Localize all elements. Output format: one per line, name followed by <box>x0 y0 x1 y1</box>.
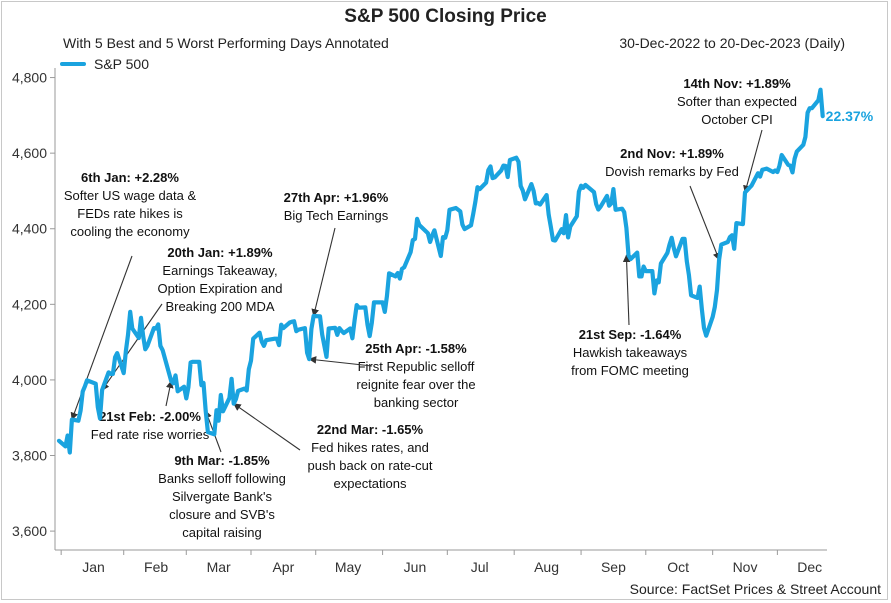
annotation-text: Earnings Takeaway, <box>162 263 277 278</box>
annotation-6: 27th Apr: +1.96% Big Tech Earnings <box>284 190 389 317</box>
annotation-heading: 14th Nov: +1.89% <box>683 76 791 91</box>
annotation-3: 21st Feb: -2.00% Fed rate rise worries <box>91 380 210 442</box>
annotation-arrow <box>165 380 174 407</box>
annotation-text: Hawkish takeaways <box>573 345 688 360</box>
x-tick-label: Mar <box>207 559 231 575</box>
annotation-4: 9th Mar: -1.85% Banks selloff following Si… <box>158 410 286 540</box>
annotation-7: 25th Apr: -1.58% First Republic selloff re… <box>308 341 476 410</box>
y-tick-label: 4,400 <box>12 221 47 237</box>
x-tick-label: Jun <box>404 559 427 575</box>
legend-swatch <box>60 62 86 66</box>
annotation-heading: 2nd Nov: +1.89% <box>620 146 724 161</box>
annotation-text: Breaking 200 MDA <box>165 299 274 314</box>
date-range: 30-Dec-2022 to 20-Dec-2023 (Daily) <box>619 35 845 51</box>
annotation-text: Big Tech Earnings <box>284 208 389 223</box>
annotation-heading: 25th Apr: -1.58% <box>365 341 467 356</box>
annotation-heading: 22nd Mar: -1.65% <box>317 422 424 437</box>
annotation-text: closure and SVB's <box>169 507 275 522</box>
annotation-text: October CPI <box>701 112 773 127</box>
annotation-text: Silvergate Bank's <box>172 489 273 504</box>
annotation-text: capital raising <box>182 525 262 540</box>
annotation-text: Banks selloff following <box>158 471 286 486</box>
annotation-text: FEDs rate hikes is <box>77 206 183 221</box>
y-tick-label: 4,600 <box>12 145 47 161</box>
annotation-text: Softer US wage data & <box>64 188 197 203</box>
legend-label: S&P 500 <box>94 56 150 72</box>
annotation-heading: 6th Jan: +2.28% <box>81 170 179 185</box>
annotation-text: Fed hikes rates, and <box>311 440 429 455</box>
annotation-heading: 9th Mar: -1.85% <box>174 453 270 468</box>
axes: 3,600 3,800 4,000 4,200 4,400 4,600 4,800 Jan Fe… <box>12 68 827 575</box>
legend: S&P 500 <box>60 56 149 72</box>
end-label-return: 22.37% <box>826 108 874 124</box>
annotation-heading: 20th Jan: +1.89% <box>167 245 273 260</box>
annotation-arrow <box>233 403 301 451</box>
annotation-text: reignite fear over the <box>356 377 475 392</box>
annotation-text: banking sector <box>374 395 459 410</box>
annotation-arrow <box>689 185 721 261</box>
annotation-1: 6th Jan: +2.28% Softer US wage data & FEDs… <box>64 170 197 421</box>
annotation-2: 20th Jan: +1.89% Earnings Takeaway, Option… <box>101 245 283 391</box>
annotation-9: 2nd Nov: +1.89% Dovish remarks by Fed <box>605 146 739 261</box>
x-tick-label: Jan <box>82 559 105 575</box>
annotation-text: push back on rate-cut <box>307 458 432 473</box>
annotation-arrow <box>622 254 631 326</box>
annotation-text: Fed rate rise worries <box>91 427 210 442</box>
chart-subtitle: With 5 Best and 5 Worst Performing Days … <box>63 35 389 51</box>
y-tick-label: 3,600 <box>12 523 47 539</box>
annotation-text: Option Expiration and <box>157 281 282 296</box>
y-tick-label: 4,000 <box>12 372 47 388</box>
annotations: 6th Jan: +2.28% Softer US wage data & FEDs… <box>64 76 797 540</box>
x-tick-label: Oct <box>667 559 689 575</box>
annotation-text: expectations <box>334 476 407 491</box>
x-tick-label: Dec <box>797 559 822 575</box>
x-tick-label: Sep <box>601 559 626 575</box>
x-tick-label: May <box>335 559 361 575</box>
x-tick-label: Feb <box>144 559 168 575</box>
annotation-5: 22nd Mar: -1.65% Fed hikes rates, and push… <box>233 403 433 491</box>
plot-area: 22.37% <box>56 87 874 455</box>
annotation-text: Dovish remarks by Fed <box>605 164 739 179</box>
source-note: Source: FactSet Prices & Street Account <box>629 581 881 597</box>
annotation-arrow <box>308 356 373 367</box>
annotation-heading: 27th Apr: +1.96% <box>284 190 389 205</box>
annotation-8: 21st Sep: -1.64% Hawkish takeaways from FO… <box>571 254 689 378</box>
annotation-text: cooling the economy <box>70 224 190 239</box>
annotation-heading: 21st Feb: -2.00% <box>99 409 201 424</box>
x-tick-label: Apr <box>272 559 294 575</box>
annotation-arrow <box>743 129 763 194</box>
annotation-arrow <box>311 227 336 317</box>
y-tick-label: 4,200 <box>12 296 47 312</box>
chart-title: S&P 500 Closing Price <box>344 6 547 27</box>
x-tick-label: Nov <box>733 559 758 575</box>
y-tick-label: 4,800 <box>12 70 47 86</box>
annotation-text: Softer than expected <box>677 94 797 109</box>
annotation-heading: 21st Sep: -1.64% <box>579 327 682 342</box>
x-tick-label: Aug <box>534 559 559 575</box>
y-tick-label: 3,800 <box>12 448 47 464</box>
annotation-10: 14th Nov: +1.89% Softer than expected Octo… <box>677 76 797 194</box>
annotation-text: First Republic selloff <box>358 359 475 374</box>
x-tick-label: Jul <box>471 559 489 575</box>
series-line-sp500 <box>56 87 825 455</box>
annotation-text: from FOMC meeting <box>571 363 689 378</box>
